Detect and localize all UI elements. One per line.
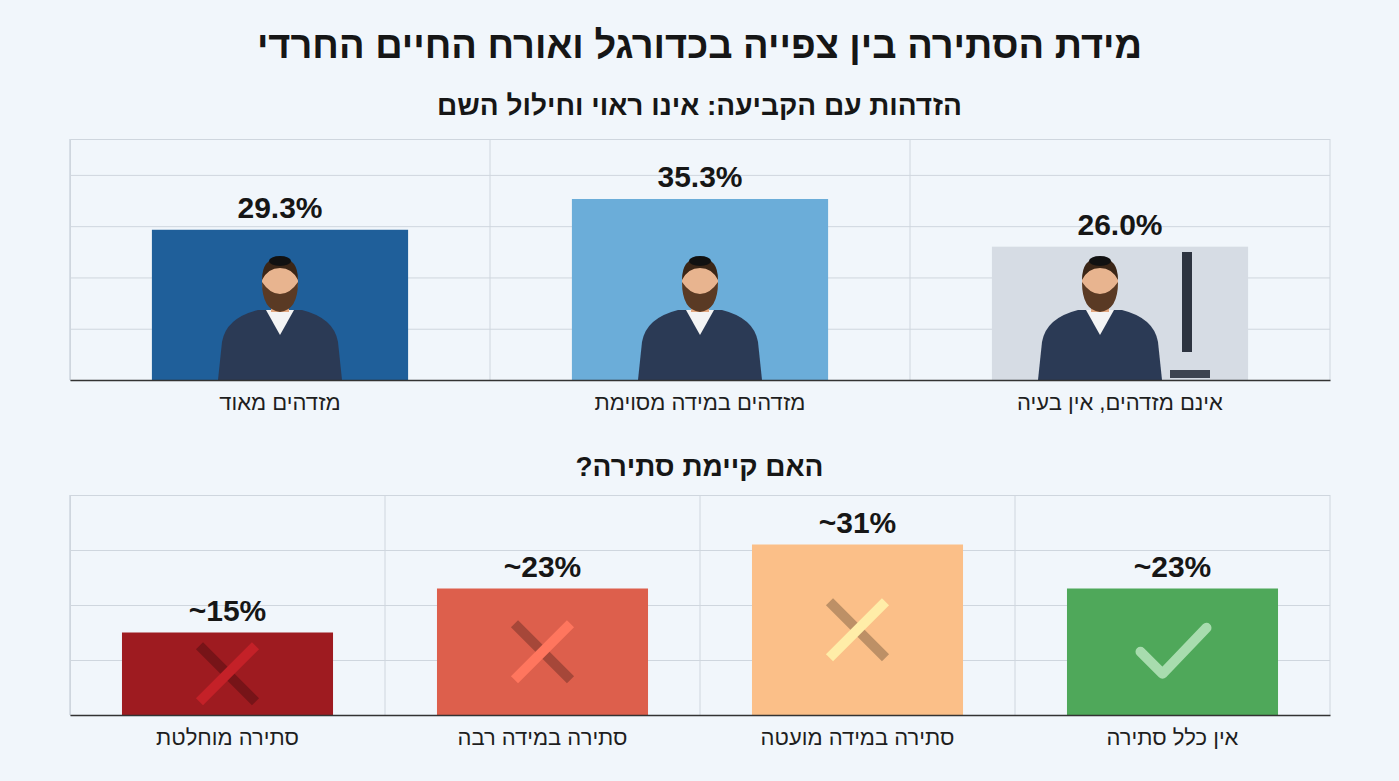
- bar: [572, 199, 828, 380]
- icon-kippah: [269, 256, 291, 266]
- data-label: 26.0%: [1077, 208, 1162, 241]
- y-axis: [70, 140, 1330, 381]
- icon-collar: [266, 310, 294, 335]
- icon-beard: [262, 282, 298, 312]
- bar: [992, 247, 1248, 380]
- bar: [152, 230, 408, 380]
- icon-mark: [830, 602, 886, 658]
- y-axis-line: [71, 496, 1331, 716]
- data-label: ~15%: [189, 594, 267, 627]
- data-label: 35.3%: [657, 160, 742, 193]
- bars: [152, 199, 1248, 380]
- icon-cross: [200, 646, 256, 702]
- bar: [122, 633, 333, 716]
- icon-mark: [200, 646, 256, 702]
- icon-stand: [1170, 370, 1210, 378]
- icon-cross: [515, 624, 571, 680]
- x-tick-label: אין כלל סתירה: [1107, 725, 1239, 750]
- y-tick: [70, 715, 1330, 716]
- x-tick-label: סתירה במידה רבה: [457, 725, 627, 750]
- icon-kippah: [689, 256, 711, 266]
- icon-beard: [1082, 282, 1118, 312]
- icon-beard: [682, 282, 718, 312]
- x-tick: סתירה מוחלטת: [156, 715, 299, 750]
- grid-line: [70, 715, 1330, 716]
- y-axis: [70, 496, 1330, 716]
- x-tick: אינם מזדהים, אין בעיה: [1017, 380, 1223, 415]
- data-label: ~23%: [1134, 550, 1212, 583]
- x-tick-label: סתירה במידה מועטה: [761, 725, 955, 750]
- chart-panel: הזדהות עם הקביעה: אינו ראוי וחילול השם 26…: [70, 90, 1331, 415]
- x-tick-label: מזדהים במידה מסוימת: [595, 390, 806, 415]
- title: מידת הסתירה בין צפייה בכדורגל ואורח החיי…: [257, 24, 1142, 66]
- grid-line: [70, 380, 1330, 381]
- x-tick-label: סתירה מוחלטת: [156, 725, 299, 750]
- x-tick-label: מזדהים מאוד: [219, 390, 340, 415]
- icon-body: [1038, 310, 1162, 380]
- bar: [1067, 589, 1278, 716]
- data-label: ~31%: [819, 506, 897, 539]
- chart-title: הזדהות עם הקביעה: אינו ראוי וחילול השם: [437, 90, 962, 121]
- icon-cross: [200, 646, 256, 702]
- icon-monitor: [1182, 252, 1192, 352]
- bars: [122, 545, 1278, 716]
- bar: [437, 589, 648, 716]
- icon-collar: [686, 310, 714, 335]
- x-tick: מזדהים במידה מסוימת: [595, 380, 806, 415]
- x-tick: מזדהים מאוד: [219, 380, 340, 415]
- icon-cross: [830, 602, 886, 658]
- chart-panel: האם קיימת סתירה? ~23% ~31% ~23% ~15% אין כלל …: [70, 451, 1331, 750]
- icon-cross: [515, 624, 571, 680]
- icon-collar: [1086, 310, 1114, 335]
- icon-person: [218, 256, 342, 380]
- icon-cross: [830, 602, 886, 658]
- y-axis-line: [71, 140, 1331, 381]
- bar: [752, 545, 963, 716]
- data-label: ~23%: [504, 550, 582, 583]
- y-tick: [70, 495, 1330, 496]
- icon-kippah: [1089, 256, 1111, 266]
- icon-person: [638, 256, 762, 380]
- data-label: 29.3%: [237, 191, 322, 224]
- icon-mark: [515, 624, 571, 680]
- data-labels: 26.0% 35.3% 29.3%: [237, 160, 1162, 241]
- x-axis-line: [71, 380, 1331, 382]
- x-axis-line: [71, 715, 1331, 717]
- grid-line: [70, 495, 1330, 496]
- x-tick: סתירה במידה רבה: [457, 715, 627, 750]
- icon-body: [638, 310, 762, 380]
- x-tick-label: אינם מזדהים, אין בעיה: [1017, 390, 1223, 415]
- background: [0, 0, 1399, 781]
- data-labels: ~23% ~31% ~23% ~15%: [189, 506, 1212, 627]
- x-tick: אין כלל סתירה: [1107, 715, 1239, 750]
- icon-mark: [1141, 628, 1207, 674]
- x-axis: אינם מזדהים, אין בעיה מזדהים במידה מסוימת…: [71, 380, 1331, 415]
- x-tick: סתירה במידה מועטה: [761, 715, 955, 750]
- icon-person: [1038, 252, 1210, 380]
- x-axis: אין כלל סתירה סתירה במידה מועטה סתירה במיד…: [71, 715, 1331, 750]
- chart-title: האם קיימת סתירה?: [576, 451, 824, 482]
- icon-check: [1141, 628, 1207, 674]
- chart-svg: מידת הסתירה בין צפייה בכדורגל ואורח החיי…: [0, 0, 1399, 781]
- y-tick: [70, 380, 1330, 381]
- icon-body: [218, 310, 342, 380]
